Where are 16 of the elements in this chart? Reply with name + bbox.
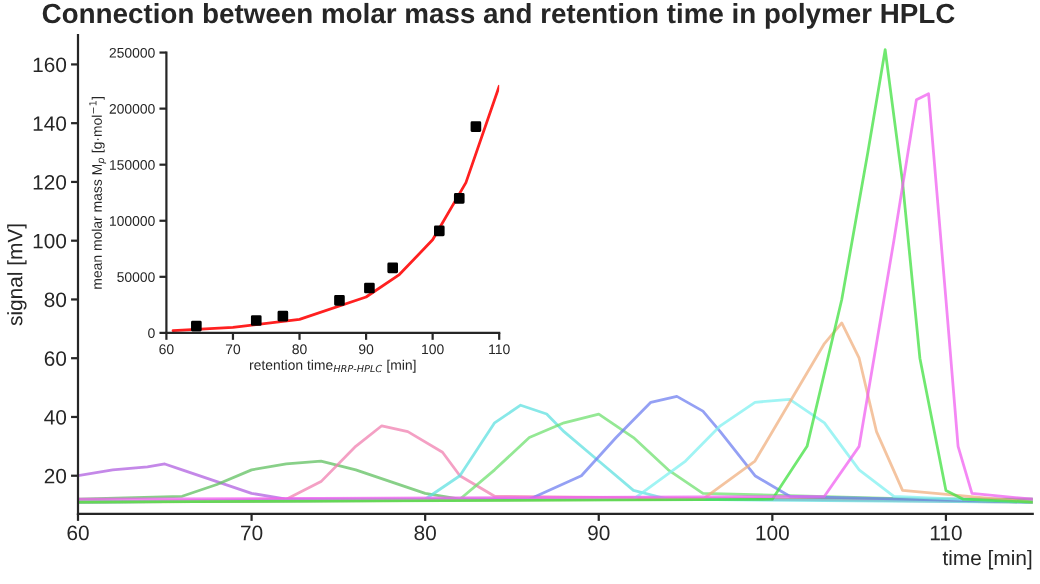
y-tick-label: 20	[44, 468, 67, 484]
x-tick-label: 110	[930, 525, 962, 541]
x-tick-label: 100	[756, 525, 789, 541]
x-tick-label: 90	[588, 525, 610, 541]
y-tick-label: 40	[44, 409, 67, 425]
y-tick-label: 140	[33, 116, 67, 131]
y-tick-label: 160	[33, 57, 67, 73]
y-axis-title: signal [mV]	[7, 224, 27, 326]
y-tick-label: 120	[33, 174, 67, 190]
y-tick-label: 100	[33, 233, 67, 249]
y-tick-label: 80	[44, 292, 67, 308]
x-tick-label: 80	[414, 525, 436, 541]
x-tick-label: 70	[241, 525, 263, 541]
x-tick-label: 60	[67, 525, 89, 541]
x-axis-title: time [min]	[942, 550, 1032, 570]
chart-title: Connection between molar mass and retention time in polymer HPLC	[42, 2, 955, 29]
